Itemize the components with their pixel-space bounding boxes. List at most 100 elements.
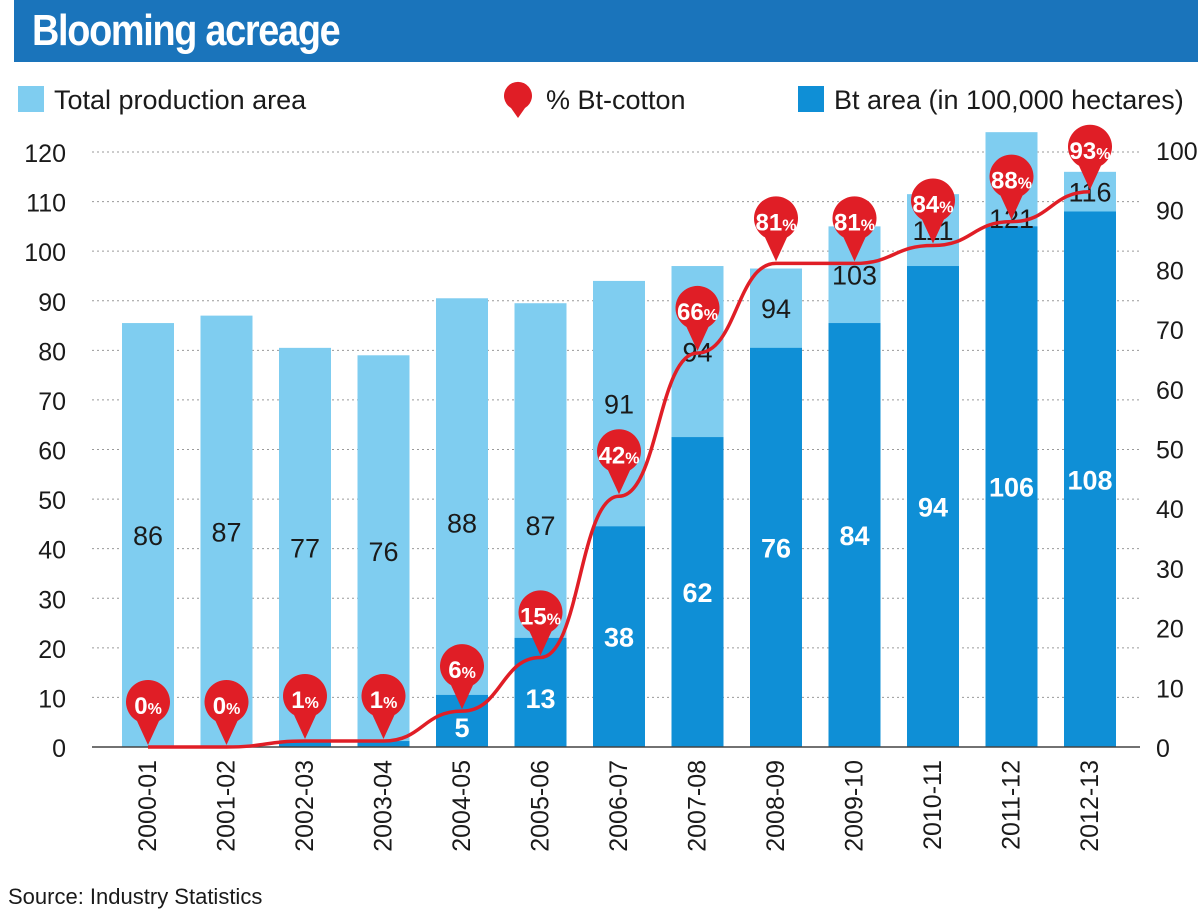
- pct-marker: 0%: [204, 679, 249, 745]
- bar-bt: [907, 266, 959, 747]
- value-label-total: 77: [290, 533, 320, 563]
- pct-pin: [911, 178, 955, 244]
- title-bar: Blooming acreage: [14, 0, 1198, 62]
- right-tick-label: 70: [1156, 317, 1184, 345]
- x-tick-label: 2007-08: [684, 760, 712, 852]
- value-label-bt: 76: [761, 533, 791, 563]
- legend-label-bt: Bt area (in 100,000 hectares): [834, 85, 1184, 115]
- pct-pin: [675, 285, 720, 351]
- left-tick-label: 60: [38, 438, 66, 466]
- bar-bt: [671, 437, 724, 747]
- value-label-total: 91: [604, 390, 634, 420]
- pct-marker: 93%: [1068, 124, 1112, 190]
- right-tick-label: 80: [1156, 257, 1184, 285]
- x-tick-label: 2003-04: [370, 760, 398, 852]
- pct-pin: [518, 590, 563, 656]
- bar-bt: [828, 323, 881, 747]
- pct-pin: [1068, 124, 1112, 190]
- x-tick-label: 2005-06: [527, 760, 555, 852]
- bar-total: [122, 323, 174, 747]
- right-tick-label: 20: [1156, 616, 1184, 644]
- left-tick-label: 70: [38, 388, 66, 416]
- left-tick-label: 100: [24, 239, 66, 267]
- pct-marker: 42%: [597, 429, 641, 495]
- pct-markers: 0% 0% 1% 1% 6% 15% 42% 66% 81% 81% 84% 88% 93%: [126, 124, 1112, 745]
- pct-pin: [361, 673, 406, 740]
- legend-swatch-total: [18, 86, 44, 112]
- right-tick-label: 0: [1156, 735, 1170, 763]
- pct-marker: 6%: [440, 644, 484, 710]
- series-pct-bt-cotton: [147, 190, 1091, 749]
- left-tick-label: 110: [26, 190, 66, 218]
- pct-label: 1%: [291, 687, 319, 714]
- value-label-total: 94: [761, 294, 791, 324]
- left-tick-label: 40: [38, 537, 66, 565]
- pct-pin: [989, 154, 1034, 220]
- bar-bt: [279, 741, 331, 747]
- left-tick-label: 0: [52, 735, 66, 763]
- x-tick-label: 2009-10: [841, 760, 869, 852]
- x-tick-label: 2012-13: [1076, 760, 1104, 852]
- left-tick-label: 10: [38, 685, 66, 713]
- value-label-total: 103: [832, 261, 877, 291]
- right-tick-label: 100: [1156, 138, 1198, 166]
- pct-label: 88%: [991, 168, 1032, 195]
- left-tick-label: 30: [38, 586, 66, 614]
- bar-bt: [985, 226, 1038, 747]
- pct-label: 81%: [756, 209, 797, 236]
- pct-marker: 0%: [126, 679, 170, 745]
- x-tick-label: 2004-05: [448, 760, 476, 852]
- series-bt-area: [279, 211, 1116, 747]
- pct-pin: [283, 673, 327, 740]
- bar-bt: [750, 347, 802, 747]
- pct-label: 42%: [599, 442, 640, 469]
- pct-marker: 15%: [518, 590, 563, 656]
- bar-bt: [357, 741, 410, 747]
- pct-line: [147, 190, 1091, 749]
- x-tick-label: 2001-02: [213, 760, 241, 852]
- value-label-bt: 106: [989, 473, 1034, 503]
- value-label-bt: 5: [454, 713, 469, 743]
- pct-label: 6%: [448, 657, 476, 684]
- pct-label: 66%: [677, 299, 718, 326]
- pct-marker: 66%: [675, 285, 720, 351]
- right-tick-label: 30: [1156, 556, 1184, 584]
- bar-total: [200, 315, 253, 747]
- value-labels: 8687777688587139138946294761038411194121…: [133, 178, 1113, 743]
- value-label-bt: 13: [525, 684, 555, 714]
- x-tick-label: 2010-11: [919, 760, 947, 850]
- pct-pin: [597, 429, 641, 495]
- right-tick-label: 50: [1156, 437, 1184, 465]
- pct-label: 15%: [520, 603, 561, 630]
- pct-marker: 81%: [754, 196, 798, 262]
- pct-pin: [440, 644, 484, 710]
- pct-label: 93%: [1070, 138, 1111, 165]
- right-tick-label: 10: [1156, 675, 1184, 703]
- left-tick-label: 20: [38, 636, 66, 664]
- value-label-bt: 94: [918, 493, 948, 523]
- right-axis: 0 10 20 30 40 50 60 70 80 90 100: [1156, 138, 1198, 763]
- legend: Total production area % Bt-cotton Bt are…: [18, 81, 1184, 118]
- legend-marker-pct: [504, 81, 532, 118]
- value-label-total: 87: [525, 511, 555, 541]
- x-tick-label: 2008-09: [762, 760, 790, 852]
- pct-marker: 84%: [911, 178, 955, 244]
- value-label-total: 86: [133, 521, 163, 551]
- pct-label: 0%: [134, 693, 162, 720]
- legend-swatch-bt: [798, 86, 824, 112]
- left-tick-label: 90: [38, 289, 66, 317]
- pct-marker: 1%: [283, 673, 327, 740]
- x-tick-label: 2000-01: [134, 760, 162, 852]
- right-tick-label: 90: [1156, 198, 1184, 226]
- value-label-bt: 84: [839, 521, 869, 551]
- value-label-total: 87: [211, 517, 241, 547]
- pct-pin: [204, 679, 249, 745]
- value-label-bt: 62: [682, 578, 712, 608]
- value-label-bt: 108: [1067, 465, 1112, 495]
- pct-marker: 1%: [361, 673, 406, 740]
- left-tick-label: 120: [24, 140, 66, 168]
- bar-bt: [593, 526, 645, 747]
- source-note: Source: Industry Statistics: [8, 884, 263, 909]
- bar-bt: [1064, 211, 1116, 747]
